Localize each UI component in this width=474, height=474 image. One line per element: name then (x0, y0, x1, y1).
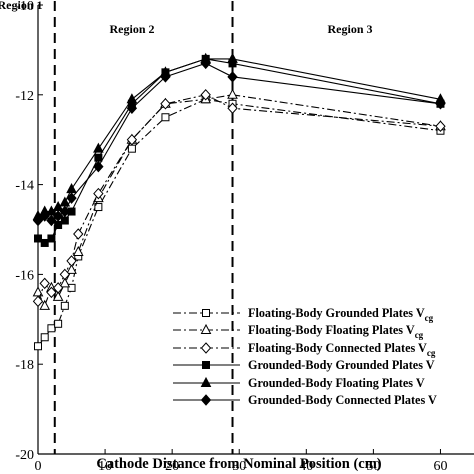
data-point (32, 295, 44, 308)
data-point (32, 214, 44, 227)
legend-label: Grounded-Body Floating Plates V (248, 376, 425, 390)
legend-label: Floating-Body Grounded Plates Vcg (248, 306, 434, 323)
data-point (60, 301, 69, 310)
data-point (160, 71, 171, 83)
data-point (72, 245, 84, 256)
data-point (66, 183, 77, 194)
x-tick-label: 10 (98, 459, 112, 474)
y-tick-label: -20 (15, 448, 34, 463)
legend-marker (200, 323, 212, 334)
legend-marker (202, 361, 210, 369)
data-point (66, 255, 77, 267)
data-point (200, 57, 211, 70)
data-point (73, 228, 84, 240)
legend-label: Floating-Body Floating Plates Vcg (248, 323, 424, 340)
data-point (94, 203, 103, 212)
data-point (227, 102, 238, 115)
region-label: Region 2 (110, 22, 155, 36)
x-tick-label: 40 (299, 459, 313, 474)
data-point (60, 216, 69, 225)
data-point (126, 93, 138, 104)
data-point (47, 234, 56, 243)
data-point (54, 221, 63, 230)
series-6 (32, 57, 446, 227)
legend-label: Floating-Body Connected Plates Vcg (248, 341, 436, 358)
legend-marker (200, 376, 212, 387)
x-axis-label: Cathode Distance from Nominal Position (… (96, 456, 381, 472)
axes: -10 -12 -14 -16 -18 -200 10 20 30 40 50 60 (15, 0, 474, 474)
data-point (227, 88, 238, 99)
x-tick-label: 60 (433, 459, 447, 474)
data-point (52, 282, 64, 294)
data-point (93, 160, 104, 173)
x-tick-label: 50 (366, 459, 380, 474)
data-point (52, 210, 64, 222)
data-point (59, 277, 71, 288)
data-point (227, 71, 238, 83)
y-tick-label: -14 (15, 179, 34, 194)
data-point (59, 205, 71, 218)
data-point (126, 102, 138, 115)
data-point (39, 299, 51, 310)
data-point (40, 238, 49, 247)
legend-label: Grounded-Body Grounded Plates V (248, 358, 435, 372)
data-point (34, 234, 42, 243)
data-point (66, 192, 77, 204)
data-point (39, 277, 50, 290)
y-tick-label: -10 (15, 0, 34, 14)
data-point (46, 286, 57, 299)
region-label: Region 3 (328, 22, 373, 36)
legend-label: Grounded-Body Connected Plates V (248, 393, 437, 407)
data-point (52, 290, 64, 301)
data-point (47, 324, 56, 333)
data-point (46, 214, 57, 227)
region-labels: Region 1 Region 2 Region 3 (0, 0, 373, 36)
data-point (94, 153, 103, 162)
series-3 (32, 89, 446, 308)
data-point (93, 187, 104, 200)
data-point (93, 142, 104, 153)
data-point (66, 263, 77, 274)
data-point (126, 133, 138, 146)
data-point (39, 210, 50, 222)
y-tick-label: -12 (15, 89, 34, 104)
series-layer (32, 52, 446, 351)
data-point (435, 98, 446, 110)
data-point (59, 268, 71, 281)
y-tick-label: -18 (15, 358, 34, 373)
data-point (200, 89, 211, 101)
data-point (435, 120, 446, 132)
data-point (227, 52, 238, 63)
region-label: Region 1 (0, 0, 43, 12)
legend: Floating-Body Grounded Plates VcgFloatin… (173, 306, 437, 407)
legend-marker (200, 394, 212, 406)
x-tick-label: 20 (165, 459, 179, 474)
data-point (161, 113, 170, 122)
x-tick-label: 0 (35, 459, 42, 474)
data-point (40, 333, 49, 342)
data-point (34, 342, 42, 351)
data-point (54, 319, 63, 328)
legend-marker (202, 309, 210, 317)
x-tick-label: 30 (232, 459, 246, 474)
legend-marker (200, 342, 212, 354)
data-point (67, 283, 76, 292)
data-point (32, 286, 44, 297)
data-point (160, 98, 171, 110)
data-point (127, 144, 136, 153)
y-tick-label: -16 (15, 268, 34, 283)
